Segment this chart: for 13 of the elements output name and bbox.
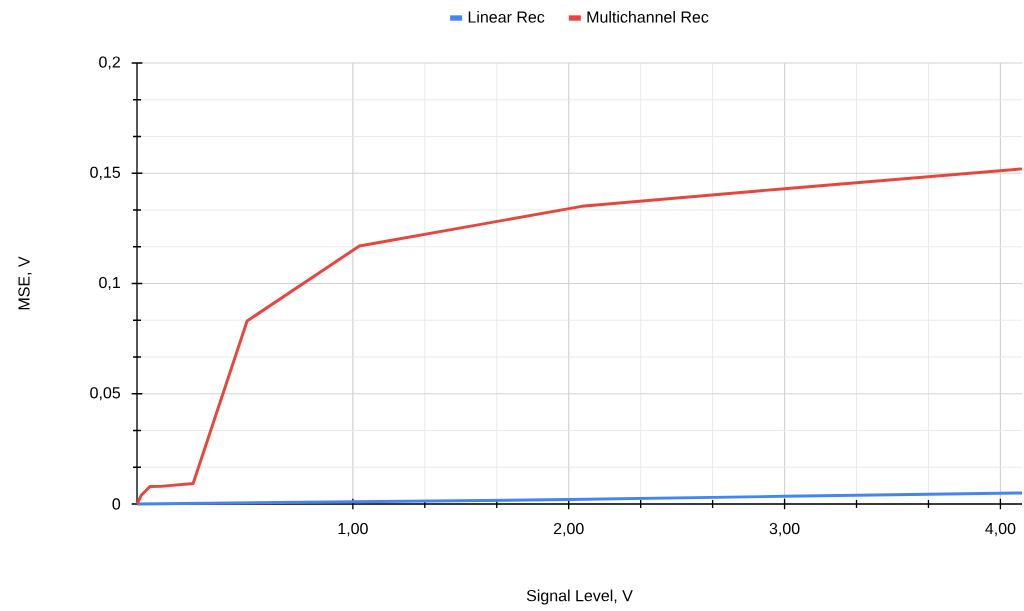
legend-label: Multichannel Rec (587, 11, 709, 23)
y-tick-label: 0,15 (90, 166, 121, 180)
x-tick-label: 1,00 (338, 522, 368, 537)
x-tick-label: 3,00 (769, 522, 800, 537)
x-tick-label: 2,00 (553, 522, 584, 537)
y-tick-label: 0,2 (99, 56, 120, 70)
y-axis-title: MSE, V (18, 256, 32, 310)
x-tick-label: 4,00 (985, 522, 1016, 537)
y-tick-label: 0,05 (90, 387, 121, 401)
y-tick-label: 0,1 (99, 276, 120, 291)
y-tick-label: 0 (112, 498, 121, 510)
x-axis-title: Signal Level, V (526, 589, 633, 605)
legend-label: Linear Rec (468, 11, 545, 23)
